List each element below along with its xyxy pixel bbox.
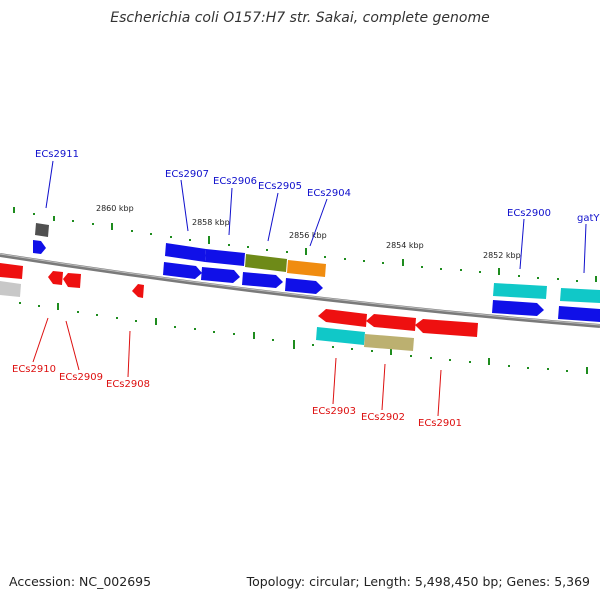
map-title: Escherichia coli O157:H7 str. Sakai, com… — [110, 10, 490, 26]
gene-ECs2905-lower[interactable] — [242, 272, 283, 288]
gene-label-ECs2900: ECs2900 — [507, 208, 551, 219]
tick-label: 2856 kbp — [289, 231, 327, 240]
gene-ECs2911-feature[interactable] — [35, 223, 49, 237]
gene-label-ECs2905: ECs2905 — [258, 181, 302, 192]
gene-ECs2907[interactable] — [165, 243, 206, 262]
gene-label-ECs2911: ECs2911 — [35, 149, 79, 160]
gene-ECs2903[interactable] — [318, 309, 367, 327]
tick-label: 2854 kbp — [386, 241, 424, 250]
gene-ECs2910[interactable] — [48, 271, 63, 285]
gene-gatY-lower[interactable] — [558, 306, 600, 322]
gene-label-ECs2908: ECs2908 — [106, 379, 150, 390]
gene-label-ECs2909: ECs2909 — [59, 372, 103, 383]
gene-ECs2900[interactable] — [493, 283, 547, 299]
forward-gene-labels: ECs2911 ECs2907 ECs2906 ECs2905 ECs2904 … — [35, 149, 600, 224]
gene-label-ECs2910: ECs2910 — [12, 364, 56, 375]
gene-ECs2906[interactable] — [205, 249, 245, 266]
gene-ECs2902[interactable] — [366, 314, 416, 331]
gene-ECs2908[interactable] — [132, 284, 144, 298]
gene-ECs2906-lower[interactable] — [201, 267, 240, 283]
forward-strand-genes — [33, 223, 600, 322]
gene-ECs2902-lower[interactable] — [364, 334, 414, 351]
leader-lines — [32, 160, 587, 417]
gene-label-ECs2907: ECs2907 — [165, 169, 209, 180]
gene-ECs2901[interactable] — [415, 319, 478, 337]
tick-label: 2852 kbp — [483, 251, 521, 260]
gene-ECs2909[interactable] — [63, 273, 81, 288]
accession-text: Accession: NC_002695 — [9, 574, 152, 589]
genome-summary-text: Topology: circular; Length: 5,498,450 bp… — [246, 574, 590, 589]
genome-backbone-highlight — [0, 253, 600, 326]
gene-label-ECs2902: ECs2902 — [361, 412, 405, 423]
gene-ECs2903-lower[interactable] — [316, 327, 365, 345]
gene-ECs2905[interactable] — [245, 254, 287, 272]
gene-label-ECs2903: ECs2903 — [312, 406, 356, 417]
tick-label: 2860 kbp — [96, 204, 134, 213]
inner-tick-ring — [19, 302, 588, 374]
gene-label-ECs2904: ECs2904 — [307, 188, 351, 199]
gene-left-edge-gray[interactable] — [0, 281, 21, 297]
tick-labels: 2860 kbp 2858 kbp 2856 kbp 2854 kbp 2852… — [96, 204, 521, 260]
gene-ECs2904-lower[interactable] — [285, 278, 323, 294]
gene-label-ECs2906: ECs2906 — [213, 176, 257, 187]
gene-ECs2900-lower[interactable] — [492, 300, 544, 316]
gene-left-edge-red[interactable] — [0, 263, 23, 279]
genome-backbone — [0, 253, 600, 328]
gene-ECs2911-arrow[interactable] — [33, 240, 46, 254]
gene-ECs2907-lower[interactable] — [163, 262, 202, 279]
gene-label-gatY: gatY — [577, 213, 600, 224]
gene-gatY[interactable] — [560, 288, 600, 303]
gene-label-ECs2901: ECs2901 — [418, 418, 462, 429]
reverse-gene-labels: ECs2910 ECs2909 ECs2908 ECs2903 ECs2902 … — [12, 364, 462, 429]
outer-tick-ring — [13, 207, 597, 282]
reverse-strand-genes — [0, 263, 478, 351]
tick-label: 2858 kbp — [192, 218, 230, 227]
gene-ECs2904[interactable] — [287, 260, 326, 277]
